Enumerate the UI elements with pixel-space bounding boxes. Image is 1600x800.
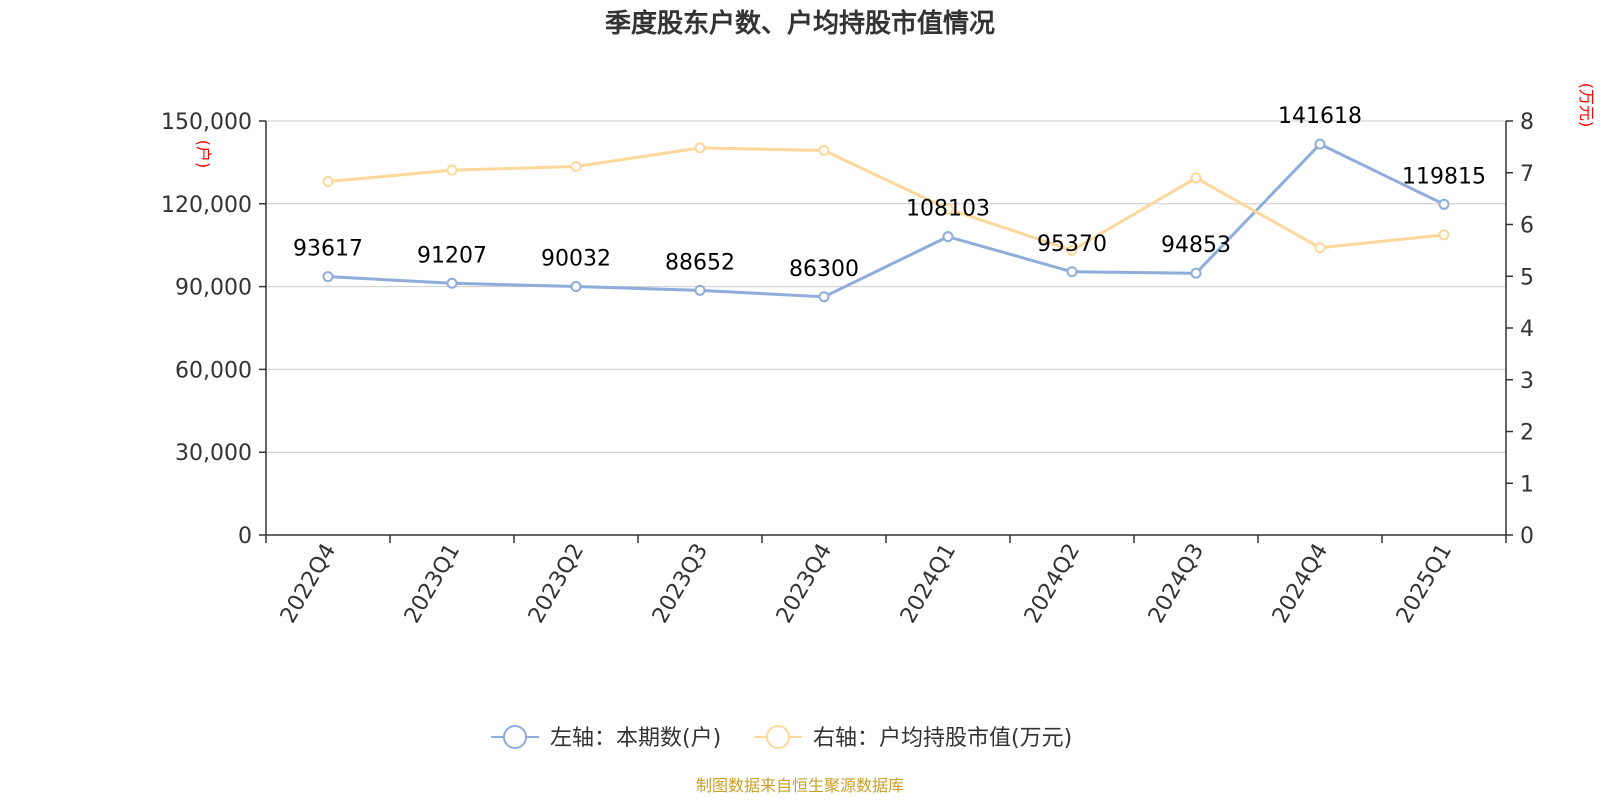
legend-label-2: 右轴：户均持股市值(万元) (813, 726, 1072, 751)
data-label: 90032 (541, 247, 611, 272)
series-point-1 (942, 231, 954, 243)
legend-label-1: 左轴：本期数(户) (550, 726, 721, 751)
series-point-2 (1066, 244, 1078, 256)
series-point-2 (322, 176, 334, 188)
x-tick-label: 2024Q4 (1268, 540, 1333, 628)
right-tick-label: 2 (1520, 421, 1534, 446)
legend-marker-1 (503, 725, 527, 749)
right-tick-label: 6 (1520, 214, 1534, 239)
left-axis-unit: (户) (194, 140, 213, 169)
series-point-2 (1190, 172, 1202, 184)
series-point-1 (1066, 266, 1078, 278)
chart-title: 季度股东户数、户均持股市值情况 (605, 8, 995, 39)
data-label: 91207 (417, 243, 487, 268)
x-tick-label: 2024Q2 (1020, 540, 1085, 628)
left-tick-label: 120,000 (161, 193, 252, 218)
x-tick-label: 2023Q3 (648, 540, 713, 628)
left-tick-label: 0 (238, 524, 252, 549)
grid-lines (266, 120, 1506, 453)
x-tick-label: 2023Q1 (400, 540, 465, 628)
left-tick-label: 90,000 (175, 276, 252, 301)
series-point-1 (694, 284, 706, 296)
x-tick-label: 2023Q2 (524, 540, 589, 628)
series-point-1 (1190, 267, 1202, 279)
legend: 左轴：本期数(户) 右轴：户均持股市值(万元) (491, 725, 1072, 751)
data-label: 94853 (1161, 233, 1231, 258)
right-tick-label: 8 (1520, 110, 1534, 135)
series-point-1 (446, 277, 458, 289)
right-tick-label: 1 (1520, 472, 1534, 497)
axes: 0 30,000 60,000 90,000 120,000 150,000 0 1 2 3 4 5 6… (161, 83, 1596, 628)
left-tick-label: 150,000 (161, 110, 252, 135)
series-point-2 (1314, 242, 1326, 254)
data-label: 95370 (1037, 232, 1107, 257)
data-label: 88652 (665, 250, 735, 275)
data-label: 119815 (1402, 164, 1486, 189)
data-label: 93617 (293, 237, 363, 262)
series-line-1 (327, 142, 1445, 299)
data-labels: 93617 91207 90032 88652 86300 108103 95370 9485… (293, 104, 1486, 282)
left-tick-label: 30,000 (175, 441, 252, 466)
data-label: 108103 (906, 197, 990, 222)
series-layer (322, 138, 1450, 303)
right-tick-label: 7 (1520, 162, 1534, 187)
series-point-2 (1438, 229, 1450, 241)
legend-marker-2 (766, 725, 790, 749)
right-tick-label: 0 (1520, 524, 1534, 549)
series-point-2 (570, 161, 582, 173)
right-tick-label: 5 (1520, 265, 1534, 290)
source-note: 制图数据来自恒生聚源数据库 (696, 776, 904, 795)
series-point-2 (942, 203, 954, 215)
x-tick-label: 2025Q1 (1392, 540, 1457, 628)
right-tick-label: 3 (1520, 369, 1534, 394)
right-axis-unit: (万元) (1577, 83, 1596, 128)
series-point-1 (570, 281, 582, 293)
series-point-2 (446, 164, 458, 176)
series-point-1 (1438, 198, 1450, 210)
x-tick-label: 2024Q3 (1144, 540, 1209, 628)
right-tick-label: 4 (1520, 317, 1534, 342)
data-label: 141618 (1278, 104, 1362, 129)
series-point-2 (818, 144, 830, 156)
x-tick-label: 2024Q1 (896, 540, 961, 628)
x-tick-label: 2022Q4 (276, 540, 341, 628)
series-point-1 (1314, 138, 1326, 150)
series-line-2 (327, 146, 1445, 252)
x-tick-label: 2023Q4 (772, 540, 837, 628)
data-label: 86300 (789, 257, 859, 282)
series-point-2 (694, 142, 706, 154)
left-tick-label: 60,000 (175, 358, 252, 383)
series-point-1 (322, 271, 334, 283)
series-point-1 (818, 291, 830, 303)
